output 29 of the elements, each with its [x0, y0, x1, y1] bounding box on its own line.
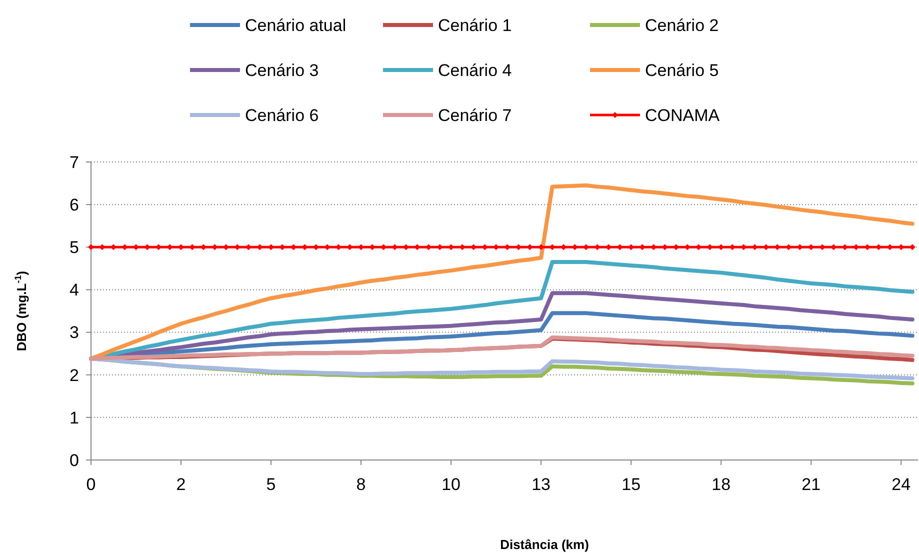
- y-tick-label: 5: [70, 238, 79, 258]
- legend-label: CONAMA: [645, 106, 720, 125]
- y-tick-label: 0: [70, 450, 79, 470]
- x-tick-label: 13: [532, 475, 551, 494]
- legend-label: Cenário 2: [645, 16, 719, 35]
- y-tick-label: 1: [70, 408, 79, 428]
- legend-label: Cenário 7: [438, 106, 512, 125]
- x-tick-label: 24: [892, 475, 911, 494]
- x-tick-label: 8: [356, 475, 366, 494]
- x-tick-label: 18: [712, 475, 731, 494]
- x-tick-label: 15: [622, 475, 641, 494]
- y-tick-label: 6: [70, 196, 79, 215]
- legend-label: Cenário 5: [645, 60, 719, 80]
- y-tick-label: 3: [70, 323, 79, 342]
- x-tick-label: 0: [86, 475, 96, 494]
- legend-label: Cenário 4: [438, 60, 512, 80]
- y-tick-label: 4: [70, 280, 79, 300]
- x-axis-title: Distância (km): [500, 537, 589, 552]
- x-tick-label: 21: [802, 475, 821, 494]
- x-tick-label: 2: [176, 475, 186, 494]
- y-tick-label: 2: [70, 366, 79, 385]
- legend-label: Cenário 3: [245, 60, 319, 80]
- legend-label: Cenário 1: [438, 16, 512, 35]
- legend-label: Cenário atual: [245, 16, 346, 35]
- x-tick-label: 10: [442, 475, 461, 494]
- line-series: [89, 356, 914, 380]
- x-tick-label: 5: [266, 475, 276, 494]
- legend-label: Cenário 6: [245, 106, 319, 125]
- y-tick-label: 7: [70, 152, 79, 172]
